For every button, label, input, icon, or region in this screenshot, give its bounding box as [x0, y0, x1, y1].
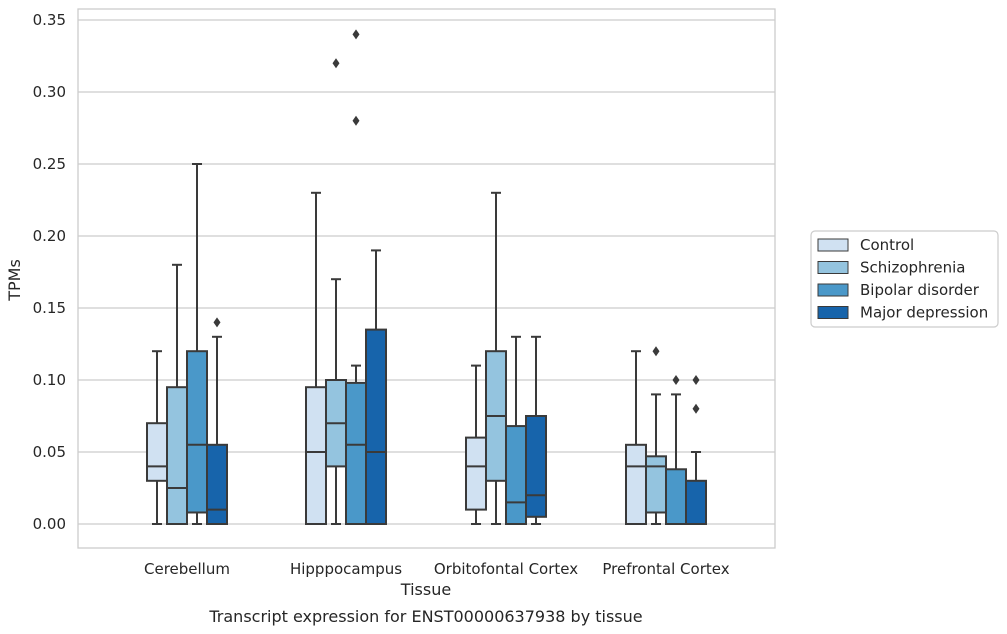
box: [645, 346, 667, 525]
legend-swatch: [817, 261, 849, 274]
box-body: [525, 415, 547, 518]
box-body: [685, 479, 707, 525]
box-body: [206, 443, 228, 525]
box: [345, 29, 367, 525]
outlier-point: [352, 115, 360, 126]
outlier-point: [352, 29, 360, 40]
legend-item: Major depression: [817, 304, 988, 322]
legend-label: Bipolar disorder: [860, 281, 980, 299]
box-body: [345, 381, 367, 525]
box-body: [166, 386, 188, 526]
box-body: [665, 468, 687, 525]
x-tick-label: Prefrontal Cortex: [602, 560, 729, 578]
box-body: [465, 436, 487, 511]
box: [505, 335, 527, 525]
outlier-point: [672, 375, 680, 385]
series-schizophrenia: [166, 58, 667, 526]
x-tick-label: Hipppocampus: [290, 560, 402, 578]
y-tick-label: 0.30: [33, 83, 66, 101]
x-axis-ticks: Cerebellum Hipppocampus Orbitofontal Corte…: [144, 560, 730, 578]
x-axis-label: Tissue: [400, 580, 451, 599]
legend-frame: [810, 230, 999, 328]
y-tick-label: 0.10: [33, 371, 66, 389]
box: [485, 191, 507, 525]
x-tick-label: Orbitofontal Cortex: [434, 560, 578, 578]
box: [525, 335, 547, 525]
box-body: [505, 425, 527, 525]
legend-item: Control: [817, 236, 914, 254]
y-axis-ticks: 0.00 0.05 0.10 0.15 0.20 0.25 0.30 0.35: [33, 11, 66, 533]
box: [206, 317, 228, 525]
series-major-depression: [206, 249, 707, 525]
box-body: [305, 386, 327, 526]
box: [166, 263, 188, 526]
y-tick-label: 0.35: [33, 11, 66, 29]
plot-frame: [77, 8, 776, 549]
y-tick-label: 0.05: [33, 443, 66, 461]
legend-swatch: [817, 306, 849, 319]
box-body: [625, 443, 647, 525]
y-tick-label: 0.00: [33, 515, 66, 533]
box: [365, 249, 387, 525]
legend-swatch: [817, 283, 849, 297]
box: [146, 350, 168, 525]
box: [685, 375, 707, 525]
y-axis-label: TPMs: [5, 259, 24, 302]
y-tick-label: 0.20: [33, 227, 66, 245]
box: [325, 58, 347, 525]
series-control: [146, 191, 647, 526]
legend-item: Bipolar disorder: [817, 281, 980, 299]
x-tick-label: Cerebellum: [144, 560, 230, 578]
outlier-point: [332, 58, 340, 69]
series-bipolar-disorder: [186, 29, 687, 525]
legend: Control Schizophrenia Bipolar disorder Majo…: [810, 230, 999, 328]
outlier-point: [652, 346, 660, 357]
box: [305, 191, 327, 526]
box-plot-series: [146, 29, 707, 526]
box-body: [146, 422, 168, 482]
box: [186, 163, 208, 525]
legend-label: Control: [860, 236, 914, 254]
outlier-point: [692, 403, 700, 414]
outlier-point: [213, 317, 221, 328]
chart-caption: Transcript expression for ENST0000063793…: [208, 607, 642, 626]
box: [665, 375, 687, 525]
legend-item: Schizophrenia: [817, 259, 965, 277]
legend-label: Schizophrenia: [860, 259, 965, 277]
box-body: [365, 328, 387, 525]
box: [465, 364, 487, 525]
legend-swatch: [817, 238, 849, 252]
box-body: [186, 350, 208, 514]
box-body: [645, 455, 667, 514]
y-tick-label: 0.25: [33, 155, 66, 173]
box: [625, 350, 647, 525]
outlier-point: [692, 375, 700, 385]
y-tick-label: 0.15: [33, 299, 66, 317]
legend-label: Major depression: [860, 304, 988, 322]
